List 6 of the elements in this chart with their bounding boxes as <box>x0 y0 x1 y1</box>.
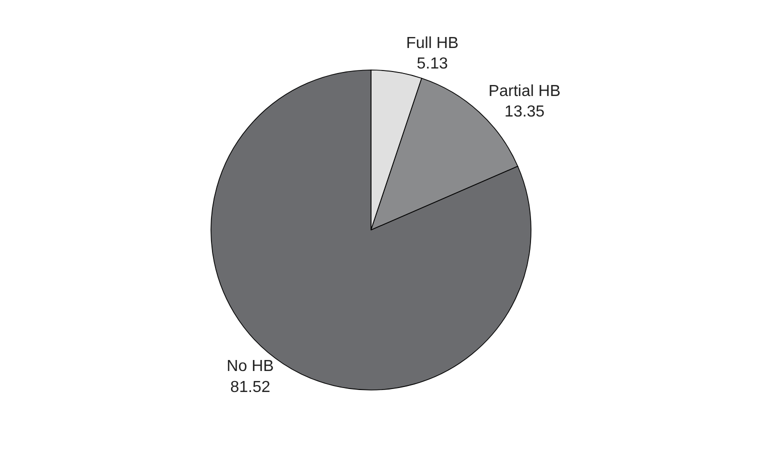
data-label: 81.52 <box>230 378 270 396</box>
slice-label: No HB <box>226 358 274 376</box>
slice-label: Full HB <box>406 34 459 52</box>
data-label: 5.13 <box>416 56 448 73</box>
data-label: 13.35 <box>504 104 545 121</box>
slice-label: Partial HB <box>488 82 561 100</box>
